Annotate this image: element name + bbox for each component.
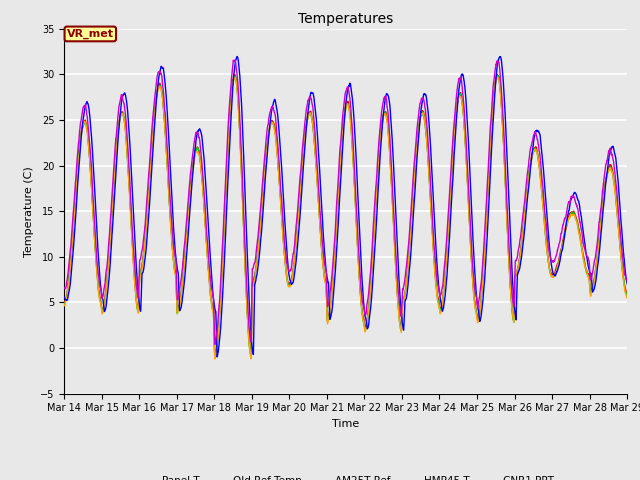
Panel T [510,317,518,323]
Line: CNR1 PRT: CNR1 PRT [64,60,627,345]
AM25T Ref [510,319,518,324]
CNR1 PRT [510,303,518,309]
AM25T Ref [362,325,370,331]
Panel T [374,160,382,166]
Old Ref Temp [623,295,631,300]
CNR1 PRT [574,206,582,212]
Panel T [493,71,500,77]
HMP45 T [375,179,383,185]
HMP45 T [574,197,582,203]
AM25T Ref [60,302,68,308]
Panel T [362,323,370,328]
HMP45 T [362,320,370,325]
Old Ref Temp [589,284,597,289]
AM25T Ref [218,280,225,286]
Old Ref Temp [211,356,219,362]
CNR1 PRT [60,286,68,291]
HMP45 T [213,354,221,360]
CNR1 PRT [231,57,239,63]
Old Ref Temp [60,303,68,309]
CNR1 PRT [211,342,219,348]
CNR1 PRT [218,264,225,270]
Text: VR_met: VR_met [67,29,114,39]
HMP45 T [510,297,518,302]
Line: Old Ref Temp: Old Ref Temp [64,77,627,359]
Y-axis label: Temperature (C): Temperature (C) [24,166,35,257]
HMP45 T [234,54,241,60]
Line: AM25T Ref: AM25T Ref [64,75,627,358]
AM25T Ref [623,293,631,299]
AM25T Ref [211,355,219,361]
HMP45 T [623,281,631,287]
Panel T [218,279,225,285]
Old Ref Temp [218,283,225,288]
Old Ref Temp [574,226,582,232]
CNR1 PRT [589,263,597,269]
CNR1 PRT [362,309,370,315]
Panel T [589,279,597,285]
Old Ref Temp [374,162,382,168]
Panel T [211,353,219,359]
AM25T Ref [574,223,582,229]
HMP45 T [60,294,68,300]
Panel T [574,221,582,227]
Line: Panel T: Panel T [64,74,627,356]
Panel T [60,300,68,305]
Title: Temperatures: Temperatures [298,12,393,26]
AM25T Ref [589,280,597,286]
Old Ref Temp [362,325,370,331]
AM25T Ref [374,162,382,168]
CNR1 PRT [623,276,631,282]
X-axis label: Time: Time [332,419,359,429]
Legend: Panel T, Old Ref Temp, AM25T Ref, HMP45 T, CNR1 PRT: Panel T, Old Ref Temp, AM25T Ref, HMP45 … [133,472,558,480]
Panel T [623,290,631,296]
AM25T Ref [494,72,502,78]
Old Ref Temp [493,74,501,80]
CNR1 PRT [375,143,383,149]
HMP45 T [589,287,597,293]
Old Ref Temp [510,318,518,324]
HMP45 T [218,315,225,321]
Line: HMP45 T: HMP45 T [64,57,627,357]
